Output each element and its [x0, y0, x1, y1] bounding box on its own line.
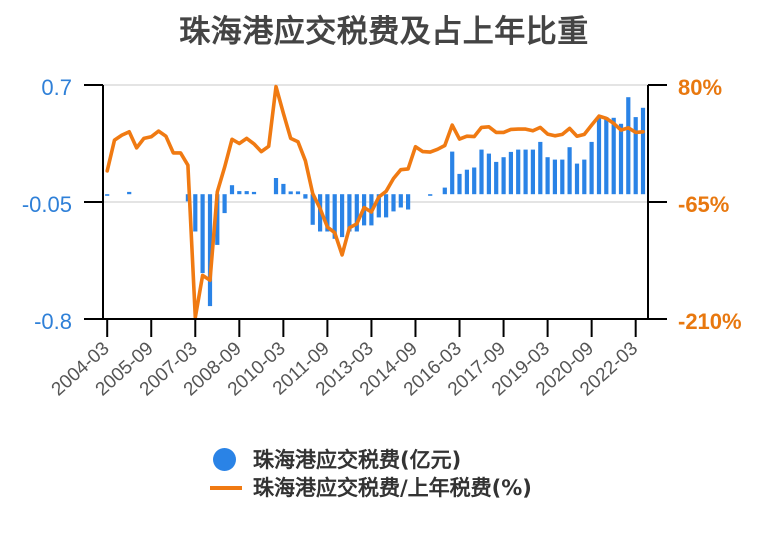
bar	[325, 194, 330, 232]
legend-item-tax-payable[interactable]: 珠海港应交税费(亿元)	[208, 446, 588, 474]
legend-item-tax-ratio[interactable]: 珠海港应交税费/上年税费(%)	[208, 474, 588, 502]
bar	[281, 183, 286, 195]
bar	[288, 191, 293, 195]
legend-label: 珠海港应交税费(亿元)	[253, 448, 462, 472]
bar	[545, 157, 550, 195]
chart-title: 珠海港应交税费及占上年比重	[179, 14, 589, 50]
bar	[464, 169, 469, 195]
right-axis-label: 80%	[678, 75, 722, 100]
line-marker-icon	[210, 486, 242, 490]
bar	[428, 194, 433, 196]
bar	[596, 117, 602, 195]
bar	[222, 194, 227, 214]
right-axis-label: -65%	[678, 192, 729, 217]
bar	[494, 161, 499, 195]
bar	[244, 191, 249, 195]
bar	[251, 191, 257, 195]
bar	[384, 194, 389, 218]
bar	[105, 194, 110, 196]
bar	[604, 117, 609, 195]
bar	[538, 141, 543, 195]
axes	[84, 84, 667, 337]
bar	[589, 141, 594, 195]
bar	[391, 194, 396, 212]
line-series	[105, 84, 645, 320]
bar	[640, 107, 646, 195]
gridlines	[103, 84, 648, 203]
bar	[457, 173, 462, 195]
bar	[229, 185, 235, 195]
bar	[442, 187, 447, 195]
bar	[560, 159, 565, 195]
bar	[406, 194, 411, 210]
bar	[633, 117, 638, 195]
bar	[501, 157, 506, 195]
bar	[273, 178, 279, 195]
bar	[207, 194, 213, 307]
left-axis-label: -0.05	[22, 192, 72, 217]
bar	[523, 149, 528, 195]
bar	[332, 194, 337, 239]
bar	[295, 191, 301, 195]
bar	[626, 97, 631, 195]
right-axis-label: -210%	[678, 309, 742, 334]
bar	[516, 149, 521, 195]
bar	[486, 153, 491, 195]
bar	[303, 194, 308, 199]
left-axis-label: 0.7	[41, 75, 72, 100]
bar	[574, 163, 580, 195]
bar	[552, 159, 557, 195]
bar	[611, 117, 616, 195]
bar	[193, 194, 198, 232]
bar	[127, 191, 132, 195]
bar	[472, 167, 477, 195]
bar	[215, 194, 220, 245]
bar	[200, 194, 205, 274]
bar	[618, 123, 624, 195]
left-axis-label: -0.8	[34, 309, 72, 334]
bar	[237, 191, 242, 195]
legend-label: 珠海港应交税费/上年税费(%)	[253, 476, 532, 500]
bar	[567, 147, 572, 195]
bar	[530, 149, 535, 195]
bar	[582, 159, 587, 195]
bar	[347, 194, 352, 232]
bar	[450, 151, 455, 195]
bar	[508, 151, 513, 195]
bar	[340, 194, 345, 238]
bar	[310, 194, 315, 225]
bar	[354, 194, 359, 232]
bar	[398, 194, 403, 208]
bar	[479, 149, 484, 195]
bar	[376, 194, 381, 218]
circle-marker-icon	[213, 448, 236, 471]
